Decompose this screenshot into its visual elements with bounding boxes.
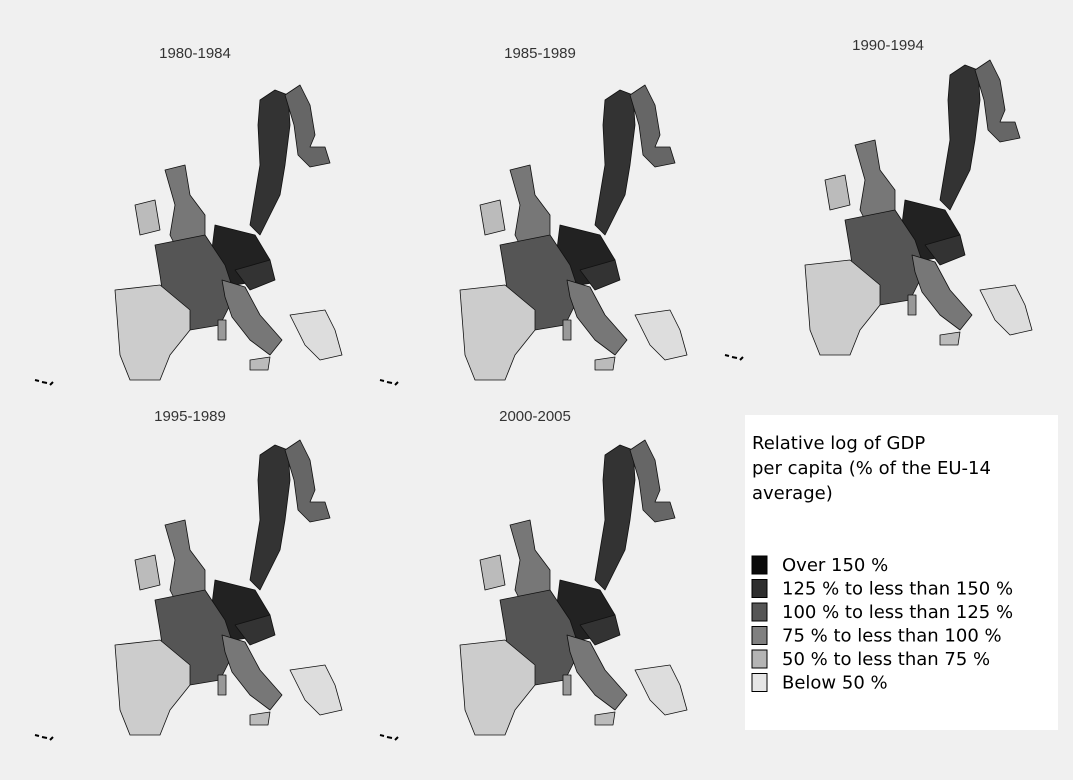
map: [380, 440, 687, 740]
legend-label: Over 150 %: [782, 555, 888, 576]
legend-title: average): [752, 483, 833, 504]
legend-label: 100 % to less than 125 %: [782, 602, 1013, 623]
map: [35, 440, 342, 740]
panel-title: 1990-1994: [852, 37, 924, 54]
panel-title: 1980-1984: [159, 45, 231, 62]
legend-title: per capita (% of the EU-14: [752, 458, 991, 479]
legend-label: Below 50 %: [782, 673, 888, 694]
legend-swatch: [752, 650, 767, 668]
figure: 1980-1984 1985-1989 1990-1994 1995-1989 …: [0, 0, 1073, 780]
legend-label: 125 % to less than 150 %: [782, 579, 1013, 600]
legend-swatch: [752, 580, 767, 598]
map: [35, 85, 342, 385]
legend-label: 50 % to less than 75 %: [782, 649, 990, 670]
legend-title: Relative log of GDP: [752, 433, 925, 454]
legend-label: 75 % to less than 100 %: [782, 626, 1002, 647]
panel-title: 1995-1989: [154, 408, 226, 425]
map: [725, 60, 1032, 360]
legend-swatch: [752, 674, 767, 692]
panel-title: 1985-1989: [504, 45, 576, 62]
legend-swatch: [752, 556, 767, 574]
legend-swatch: [752, 603, 767, 621]
map: [380, 85, 687, 385]
legend-swatch: [752, 627, 767, 645]
panel-title: 2000-2005: [499, 408, 571, 425]
